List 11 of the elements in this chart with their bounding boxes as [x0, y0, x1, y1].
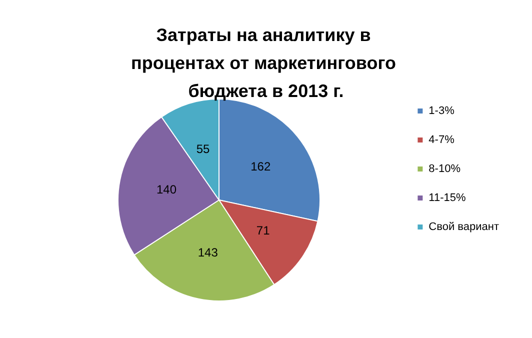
legend-label: 11-15% [428, 192, 466, 204]
data-label: 140 [156, 182, 177, 197]
data-label: 143 [198, 245, 218, 260]
legend-label: 4-7% [428, 134, 455, 146]
data-label: 71 [256, 223, 270, 238]
data-label: 162 [250, 159, 271, 174]
legend-label: 8-10% [428, 163, 461, 175]
legend-label: Свой вариант [428, 221, 500, 233]
data-label: 55 [196, 142, 210, 156]
chart-title: Затраты на аналитику в процентах от маркетингового бюджета в 2013 г. [131, 25, 401, 101]
legend-label: 1-3% [428, 105, 455, 117]
